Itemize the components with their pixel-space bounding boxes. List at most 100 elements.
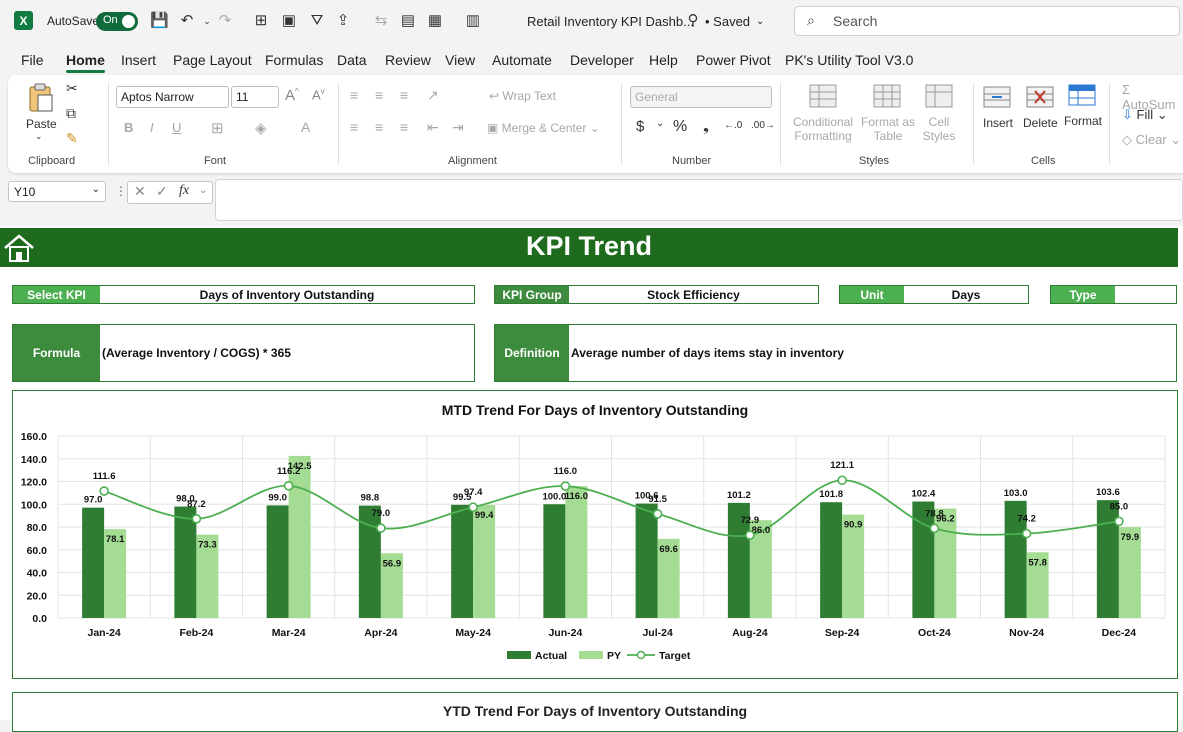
py-bar — [196, 534, 219, 618]
copy-icon[interactable]: ⧉ — [66, 105, 76, 121]
format-button[interactable]: Format — [1064, 114, 1103, 128]
fill-button[interactable]: ⇩ Fill ⌄ — [1122, 107, 1168, 122]
name-box[interactable]: Y10 ⌄ — [8, 181, 106, 202]
menu-formulas[interactable]: Formulas — [265, 52, 324, 68]
increase-font-icon[interactable]: A^ — [285, 87, 299, 104]
menu-insert[interactable]: Insert — [121, 52, 157, 68]
conditional-formatting-icon[interactable] — [808, 83, 838, 111]
enter-icon[interactable]: ✓ — [156, 183, 168, 199]
paste-dropdown-icon[interactable]: ⌄ — [35, 131, 43, 141]
menu-file[interactable]: File — [21, 52, 44, 68]
filter-icon[interactable]: ⛛ — [310, 12, 324, 29]
sensitivity-icon[interactable]: ⚲ — [687, 12, 699, 29]
cut-icon[interactable]: ✂ — [66, 80, 78, 96]
target-point — [560, 481, 571, 491]
redo-icon[interactable]: ↷ — [218, 12, 232, 29]
undo-icon[interactable]: ↶ — [180, 12, 194, 29]
autosave-toggle[interactable]: On — [96, 12, 138, 31]
home-icon[interactable] — [2, 233, 36, 268]
menu-page-layout[interactable]: Page Layout — [173, 52, 252, 68]
format-as-table-icon[interactable] — [872, 83, 902, 111]
menu-developer[interactable]: Developer — [570, 52, 634, 68]
align-top-icon[interactable]: ≡ — [350, 87, 359, 103]
align-middle-icon[interactable]: ≡ — [375, 87, 384, 103]
alignment-group-label: Alignment — [448, 155, 497, 167]
undo-dropdown-icon[interactable]: ⌄ — [203, 16, 211, 26]
align-left-icon[interactable]: ≡ — [350, 119, 359, 135]
py-data-label: 142.5 — [288, 461, 312, 472]
decrease-decimal-icon[interactable]: .00→ — [751, 120, 775, 131]
align-right-icon[interactable]: ≡ — [400, 119, 409, 135]
format-painter-icon[interactable]: ✎ — [66, 130, 78, 146]
calculator-icon[interactable]: ▦ — [427, 12, 443, 29]
insert-cells-icon[interactable] — [982, 83, 1012, 111]
menu-view[interactable]: View — [445, 52, 476, 68]
search-box[interactable]: ⌕ Search — [794, 6, 1180, 36]
actual-bar — [1096, 500, 1119, 618]
decrease-font-icon[interactable]: Av — [312, 87, 325, 103]
clear-button[interactable]: ◇ Clear ⌄ — [1122, 132, 1182, 147]
connector-icon[interactable]: ⇆ — [374, 12, 388, 29]
camera-icon[interactable]: ▣ — [281, 12, 297, 29]
chart-title: MTD Trend For Days of Inventory Outstand… — [442, 402, 748, 418]
ytd-trend-chart[interactable]: YTD Trend For Days of Inventory Outstand… — [12, 692, 1178, 732]
align-bottom-icon[interactable]: ≡ — [400, 87, 409, 103]
cancel-icon[interactable]: ✕ — [134, 183, 146, 199]
format-as-table-button[interactable]: Format as Table — [859, 115, 917, 143]
merge-center-button[interactable]: ▣ Merge & Center ⌄ — [487, 121, 600, 135]
borders-icon[interactable]: ⊞ — [211, 120, 224, 137]
align-center-icon[interactable]: ≡ — [375, 119, 384, 135]
x-tick-label: Oct-24 — [918, 627, 951, 639]
menu-help[interactable]: Help — [649, 52, 678, 68]
comma-icon[interactable]: ❟ — [703, 118, 709, 135]
target-data-label: 111.6 — [93, 471, 116, 482]
currency-dropdown-icon[interactable]: ⌄ — [656, 118, 665, 129]
orientation-icon[interactable]: ↗ — [427, 87, 439, 103]
currency-icon[interactable]: $ — [636, 118, 645, 135]
autosum-button[interactable]: Σ AutoSum — [1122, 82, 1183, 112]
mtd-trend-chart[interactable]: MTD Trend For Days of Inventory Outstand… — [12, 390, 1178, 679]
underline-button[interactable]: U — [172, 120, 182, 135]
cell-styles-button[interactable]: Cell Styles — [914, 115, 964, 143]
italic-button[interactable]: I — [150, 120, 154, 135]
menu-utility-tool[interactable]: PK's Utility Tool V3.0 — [785, 52, 914, 68]
conditional-formatting-button[interactable]: Conditional Formatting — [791, 115, 855, 143]
more-options-icon[interactable]: ⋮ — [115, 184, 127, 198]
formula-input[interactable] — [215, 179, 1183, 221]
bold-button[interactable]: B — [124, 120, 134, 135]
menu-data[interactable]: Data — [337, 52, 367, 68]
type-label: Type — [1051, 286, 1115, 303]
share-icon[interactable]: ⇪ — [336, 12, 350, 29]
menu-home[interactable]: Home — [66, 52, 105, 73]
menu-automate[interactable]: Automate — [492, 52, 552, 68]
form-icon[interactable]: ▤ — [400, 12, 416, 29]
saved-status[interactable]: • Saved ⌄ — [705, 0, 764, 42]
menu-review[interactable]: Review — [385, 52, 431, 68]
menu-power-pivot[interactable]: Power Pivot — [696, 52, 771, 68]
percent-icon[interactable]: % — [673, 118, 688, 135]
decrease-indent-icon[interactable]: ⇤ — [427, 119, 439, 135]
select-kpi-value[interactable]: Days of Inventory Outstanding — [199, 287, 375, 302]
increase-decimal-icon[interactable]: ←.0 — [724, 120, 743, 131]
insert-button[interactable]: Insert — [983, 116, 1014, 130]
wrap-text-button[interactable]: ↩ Wrap Text — [489, 89, 556, 103]
paste-icon[interactable] — [26, 83, 56, 112]
py-bar — [104, 529, 127, 618]
borders-icon[interactable]: ⊞ — [254, 12, 268, 29]
calc-sheet-icon[interactable]: ▥ — [465, 12, 481, 29]
number-format-select[interactable]: General — [630, 86, 772, 108]
font-name-select[interactable]: Aptos Narrow — [116, 86, 229, 108]
format-cells-icon[interactable] — [1067, 81, 1097, 109]
paste-button[interactable]: Paste — [26, 117, 57, 131]
increase-indent-icon[interactable]: ⇥ — [452, 119, 464, 135]
delete-button[interactable]: Delete — [1023, 116, 1058, 130]
select-kpi-field[interactable]: Select KPI Days of Inventory Outstanding — [12, 285, 475, 304]
cell-styles-icon[interactable] — [924, 83, 954, 111]
delete-cells-icon[interactable] — [1025, 83, 1055, 111]
fill-color-icon[interactable]: ◈ — [255, 120, 267, 137]
actual-bar — [543, 504, 566, 618]
font-size-select[interactable]: 11 — [231, 86, 279, 108]
save-icon[interactable]: 💾 — [150, 12, 169, 29]
insert-function-button[interactable]: fx — [179, 183, 190, 198]
font-color-icon[interactable]: A — [301, 119, 311, 135]
